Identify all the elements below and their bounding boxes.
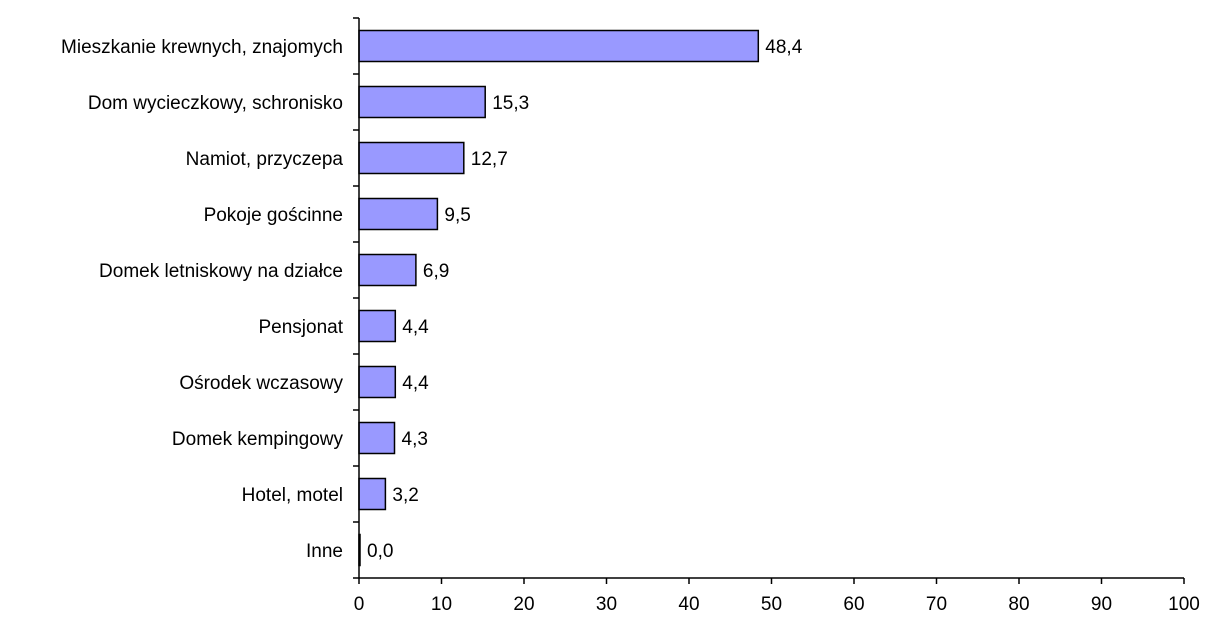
category-label: Domek kempingowy xyxy=(172,429,344,450)
category-label: Ośrodek wczasowy xyxy=(179,373,343,394)
y-axis xyxy=(353,17,360,579)
category-label: Domek letniskowy na działce xyxy=(99,261,343,282)
category-label: Dom wycieczkowy, schronisko xyxy=(88,93,343,114)
value-label: 9,5 xyxy=(444,205,470,226)
category-label: Inne xyxy=(306,541,343,562)
value-label: 4,4 xyxy=(402,317,429,338)
value-label: 15,3 xyxy=(492,93,529,114)
x-tick-label: 80 xyxy=(1008,594,1029,615)
bar xyxy=(358,477,387,511)
value-label: 0,0 xyxy=(367,541,393,562)
bar xyxy=(358,197,439,231)
category-labels-group: Mieszkanie krewnych, znajomych Dom wyciec… xyxy=(61,37,344,562)
category-label: Pokoje gościnne xyxy=(204,205,343,226)
category-label: Pensjonat xyxy=(258,317,343,338)
x-tick-label: 60 xyxy=(843,594,864,615)
x-tick-label: 20 xyxy=(513,594,534,615)
bars-group xyxy=(358,29,760,567)
value-label: 12,7 xyxy=(471,149,508,170)
bar xyxy=(358,365,397,399)
x-tick-label: 30 xyxy=(596,594,617,615)
x-tick-label: 90 xyxy=(1091,594,1112,615)
x-tick-label: 100 xyxy=(1168,594,1200,615)
bar xyxy=(358,85,486,119)
x-tick-label: 70 xyxy=(926,594,947,615)
value-label: 6,9 xyxy=(423,261,449,282)
value-label: 3,2 xyxy=(392,485,418,506)
category-label: Hotel, motel xyxy=(242,485,343,506)
value-label: 48,4 xyxy=(765,37,802,58)
x-tick-label: 40 xyxy=(678,594,699,615)
bar xyxy=(358,309,397,343)
bar xyxy=(358,29,760,63)
value-label: 4,4 xyxy=(402,373,429,394)
value-label: 4,3 xyxy=(402,429,428,450)
x-tick-label: 50 xyxy=(761,594,782,615)
bar xyxy=(358,141,465,175)
category-label: Namiot, przyczepa xyxy=(186,149,344,170)
x-tick-label: 0 xyxy=(354,594,365,615)
bar xyxy=(358,421,396,455)
x-axis: 0 10 20 30 40 50 60 70 80 90 100 xyxy=(354,577,1200,615)
x-tick-label: 10 xyxy=(431,594,452,615)
value-labels-group: 48,4 15,3 12,7 9,5 6,9 4,4 4,4 4,3 3,2 0,0 xyxy=(367,37,803,562)
category-label: Mieszkanie krewnych, znajomych xyxy=(61,37,343,58)
bar xyxy=(358,253,417,287)
